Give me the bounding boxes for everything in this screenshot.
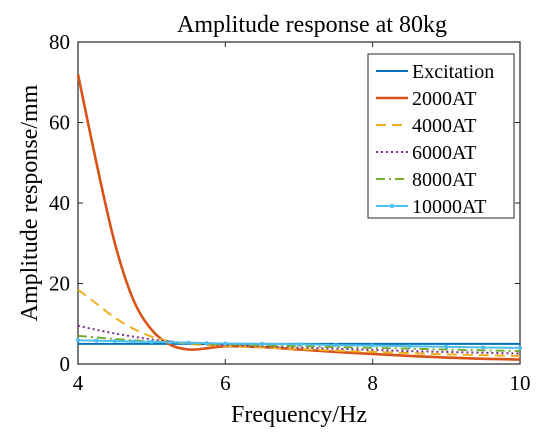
legend-label: 4000AT — [412, 115, 476, 137]
legend-box — [367, 53, 515, 219]
legend-label: 2000AT — [412, 88, 476, 110]
legend-label: 10000AT — [412, 196, 486, 218]
legend-label: Excitation — [412, 61, 494, 83]
series-point-10000at — [518, 345, 522, 350]
y-tick-label: 80 — [49, 30, 70, 54]
series-line-2000at — [76, 73, 521, 361]
series-point-10000at — [186, 340, 191, 345]
series-point-10000at — [94, 338, 99, 343]
series-point-10000at — [168, 340, 173, 345]
y-axis-label: Amplitude response/mm — [17, 84, 43, 321]
x-tick-label: 10 — [510, 371, 531, 395]
series-point-10000at — [131, 339, 136, 344]
y-tick-label: 20 — [49, 272, 70, 296]
series-point-10000at — [260, 341, 265, 346]
chart-title: Amplitude response at 80kg — [177, 12, 447, 38]
series-point-10000at — [297, 342, 301, 347]
series-point-10000at — [370, 343, 375, 348]
series-point-10000at — [444, 344, 449, 349]
legend-label: 8000AT — [412, 169, 476, 191]
y-tick-label: 40 — [49, 191, 70, 215]
y-tick-label: 60 — [49, 111, 70, 135]
data-series — [76, 73, 522, 361]
x-tick-label: 8 — [367, 371, 378, 395]
legend-items: Excitation 2000AT 4000AT 6000AT 8000AT 10000A… — [376, 61, 494, 218]
tick-labels: 4 6 8 10 0 20 40 60 80 — [49, 30, 531, 395]
x-axis-label: Frequency/Hz — [231, 402, 367, 428]
series-point-10000at — [481, 345, 486, 350]
series-point-10000at — [149, 339, 154, 344]
x-tick-label: 4 — [73, 371, 84, 395]
series-point-10000at — [333, 343, 338, 348]
legend-label: 6000AT — [412, 142, 476, 164]
axis-ticks — [77, 41, 521, 365]
series-line-4000at — [77, 288, 521, 357]
series-point-10000at — [112, 339, 117, 344]
legend: Excitation 2000AT 4000AT 6000AT 8000AT 10000A… — [367, 53, 515, 219]
y-tick-label: 0 — [60, 352, 71, 376]
series-point-10000at — [204, 341, 209, 346]
legend-swatch-marker — [389, 203, 395, 209]
series-point-10000at — [76, 338, 80, 343]
x-tick-label: 6 — [220, 371, 231, 395]
series-point-10000at — [223, 341, 228, 346]
series-point-10000at — [407, 344, 412, 349]
series-line-6000at — [77, 324, 521, 355]
